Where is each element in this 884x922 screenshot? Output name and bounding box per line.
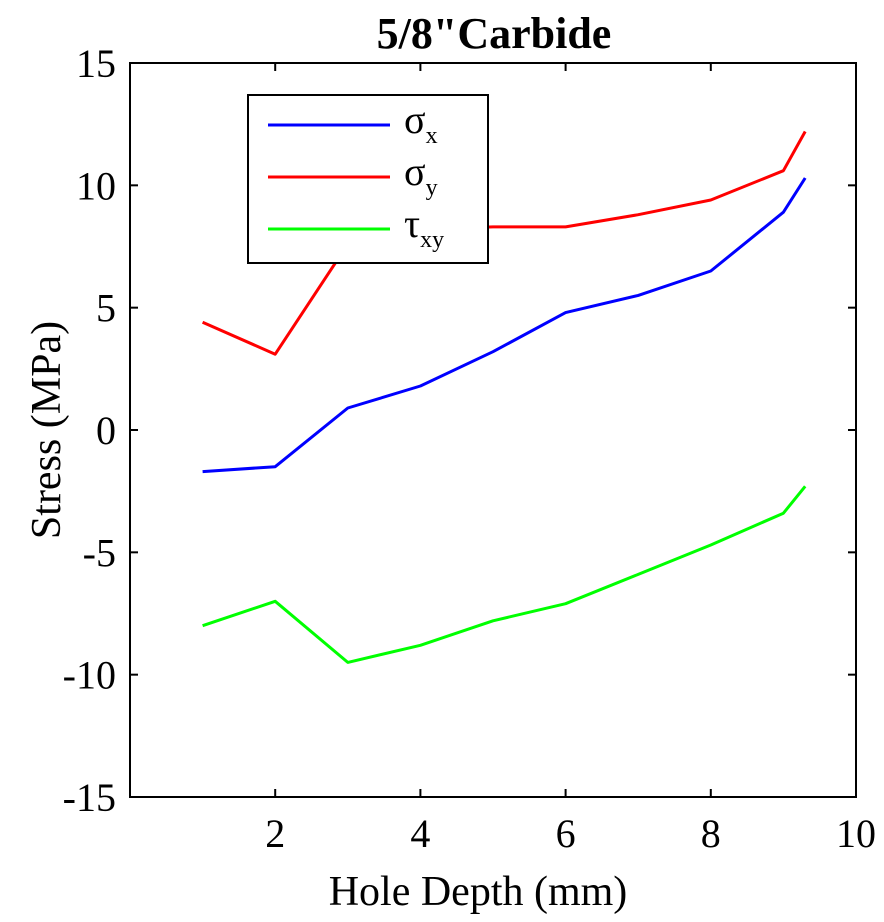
x-tick-label: 6	[556, 811, 576, 856]
axis-ticks: 2 4 6 8 10 15 10 5 0 -5 -10 -15	[63, 41, 876, 856]
y-tick-label: -10	[63, 653, 116, 698]
legend-label: σy	[404, 149, 438, 201]
x-tick-label: 10	[836, 811, 876, 856]
legend-label: σx	[404, 97, 438, 149]
y-tick-label: 10	[76, 163, 116, 208]
series-line-σx	[202, 177, 807, 474]
series-line-τxy	[202, 485, 807, 664]
y-tick-label: 5	[96, 286, 116, 331]
series-lines	[201, 130, 807, 664]
y-tick-label: 15	[76, 41, 116, 86]
y-axis-label: Stress (MPa)	[24, 321, 70, 539]
series-line-σy	[201, 130, 807, 356]
x-tick-label: 2	[265, 811, 285, 856]
plot-frame	[129, 62, 857, 798]
x-axis-label: Hole Depth (mm)	[329, 869, 628, 915]
legend-box	[247, 94, 489, 264]
y-tick-label: 0	[96, 408, 116, 453]
plot-area	[129, 62, 857, 798]
y-tick-label: -15	[63, 775, 116, 820]
x-tick-label: 8	[701, 811, 721, 856]
legend-label: τxy	[404, 201, 444, 253]
chart-title: 5/8"Carbide	[377, 9, 612, 58]
y-tick-label: -5	[83, 530, 116, 575]
x-tick-label: 4	[410, 811, 430, 856]
